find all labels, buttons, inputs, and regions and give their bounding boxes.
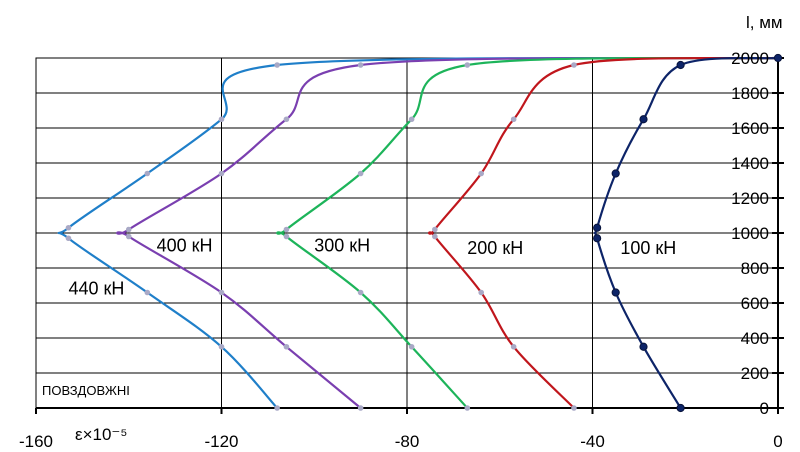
tick-labels: -160 -120 -80 -40 00 200 400 600 800 1000 1200 1400… [19,49,783,451]
data-point-2-5 [125,226,132,233]
x-tick-label--160: -160 [19,432,53,451]
y-tick-label-600: 600 [741,294,769,313]
data-point-4-2 [510,343,517,350]
data-point-2-7 [283,116,290,123]
data-point-1-8 [274,62,280,68]
data-point-1-7 [218,116,225,123]
series-2: 400 кН [116,55,781,411]
y-tick-label-1200: 1200 [731,189,769,208]
y-tick-label-800: 800 [741,259,769,278]
chart-note: ПОВЗДОВЖНІ [42,383,130,398]
y-axis-label: l, мм [746,13,783,32]
data-point-1-4 [65,235,72,242]
series-label-2: 400 кН [157,235,213,255]
series-line-2 [116,56,779,409]
data-point-3-7 [408,116,415,123]
data-point-3-8 [464,62,471,68]
series-label-4: 200 кН [467,238,523,258]
data-point-1-6 [144,170,151,177]
data-point-3-2 [408,343,415,350]
grid [35,57,779,409]
x-tick-label--40: -40 [580,432,605,451]
data-point-3-5 [283,226,290,233]
series-label-1: 440 кН [68,278,124,298]
data-point-4-3 [478,289,485,296]
data-point-4-5 [432,226,438,233]
data-point-3-1 [464,405,471,411]
data-point-4-6 [478,170,485,177]
data-point-4-7 [510,116,517,123]
data-point-5-7 [639,115,648,124]
y-tick-label-1600: 1600 [731,119,769,138]
y-tick-label-200: 200 [741,364,769,383]
series-line-1 [57,56,779,409]
data-point-3-4 [283,233,290,240]
series-layer: 440 кН 400 кН 300 кН 200 кН 100 кН [57,53,783,413]
data-point-4-4 [432,233,438,240]
y-tick-label-2000: 2000 [731,49,769,68]
data-point-5-6 [611,169,620,178]
x-tick-label--80: -80 [395,432,420,451]
data-point-3-3 [357,289,364,296]
y-tick-label-400: 400 [741,329,769,348]
data-point-5-4 [593,234,602,243]
data-point-1-3 [144,289,151,296]
data-point-3-6 [357,170,364,177]
axes [35,57,784,414]
data-point-2-8 [357,62,364,68]
data-point-2-3 [218,289,225,296]
x-tick-label--120: -120 [204,432,238,451]
data-point-1-5 [65,224,72,231]
x-axis-label: ε×10⁻⁵ [75,425,127,444]
data-point-1-2 [218,343,225,350]
data-point-4-1 [571,405,577,411]
y-tick-label-0: 0 [760,399,769,418]
series-5: 100 кН [593,53,783,413]
data-point-5-2 [639,342,648,351]
data-point-5-9 [773,53,783,63]
data-point-5-8 [676,60,685,70]
y-tick-label-1400: 1400 [731,154,769,173]
series-line-3 [276,56,779,409]
data-point-4-8 [571,62,577,68]
series-1: 440 кН [57,55,781,411]
series-label-5: 100 кН [620,238,676,258]
data-point-2-6 [218,170,225,177]
data-point-5-5 [593,223,602,232]
y-tick-label-1800: 1800 [731,84,769,103]
data-point-5-3 [611,288,620,297]
series-3: 300 кН [276,55,781,411]
y-tick-label-1000: 1000 [731,224,769,243]
data-point-2-2 [283,343,290,350]
data-point-2-1 [357,405,364,411]
data-point-1-1 [274,405,280,411]
data-point-2-4 [125,233,132,240]
series-label-3: 300 кН [314,235,370,255]
x-tick-label-0: 0 [773,432,782,451]
data-point-5-1 [676,403,685,413]
